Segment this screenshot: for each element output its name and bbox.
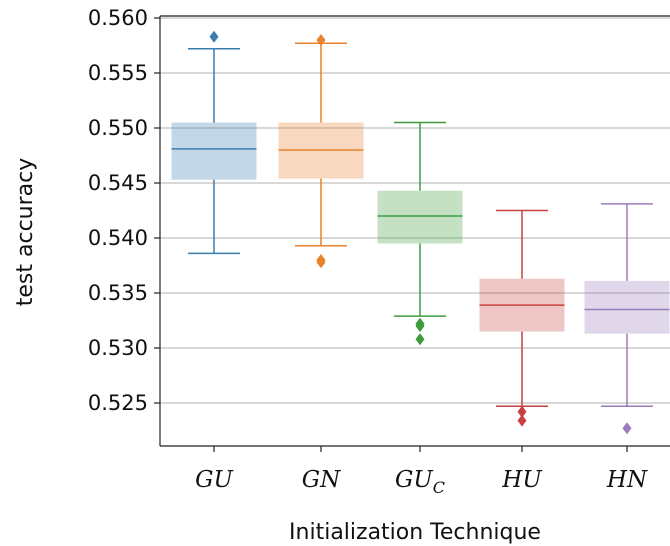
outlier-point [517,405,527,418]
outlier-point [415,320,425,332]
x-category-label: GU [195,467,234,493]
category-name: HU [501,467,543,493]
x-axis-title: Initialization Technique [289,520,541,545]
y-tick-label: 0.560 [88,6,148,30]
category-name: HN [606,467,648,493]
outlier-point [316,256,326,269]
x-category-labels: GU GN GUC HU HN [195,467,648,497]
box-gu [171,30,257,452]
y-tick-label: 0.550 [88,116,148,140]
y-axis-title: test accuracy [13,158,38,307]
y-tick-label: 0.545 [88,171,148,195]
box-gn [278,34,364,452]
outlier-point [209,30,219,43]
outlier-point [316,34,326,46]
category-name: GN [302,467,341,493]
box-hn [584,203,670,452]
outlier-point [622,422,632,435]
outlier-point [517,414,527,427]
category-name: GU [195,467,234,493]
x-category-label: HU [501,467,543,493]
y-tick-label: 0.540 [88,226,148,250]
x-category-label: GUC [395,467,445,497]
category-name: GU [395,467,434,493]
axes [159,15,670,447]
box-iqr [584,280,670,334]
box-iqr [171,122,257,180]
box-iqr [377,190,463,244]
y-tick-label: 0.525 [88,391,148,415]
x-category-label: GN [302,467,341,493]
box-guc [377,121,463,452]
category-subscript: C [433,478,445,497]
box-hu [479,209,565,452]
box-series [171,30,670,452]
y-tick-labels: 0.525 0.530 0.535 0.540 0.545 0.550 0.555 0.560 [88,6,148,415]
outlier-point [415,333,425,346]
y-tick-label: 0.530 [88,336,148,360]
y-tick-label: 0.555 [88,61,148,85]
y-tick-label: 0.535 [88,281,148,305]
gridlines [154,17,670,404]
x-category-label: HN [606,467,648,493]
